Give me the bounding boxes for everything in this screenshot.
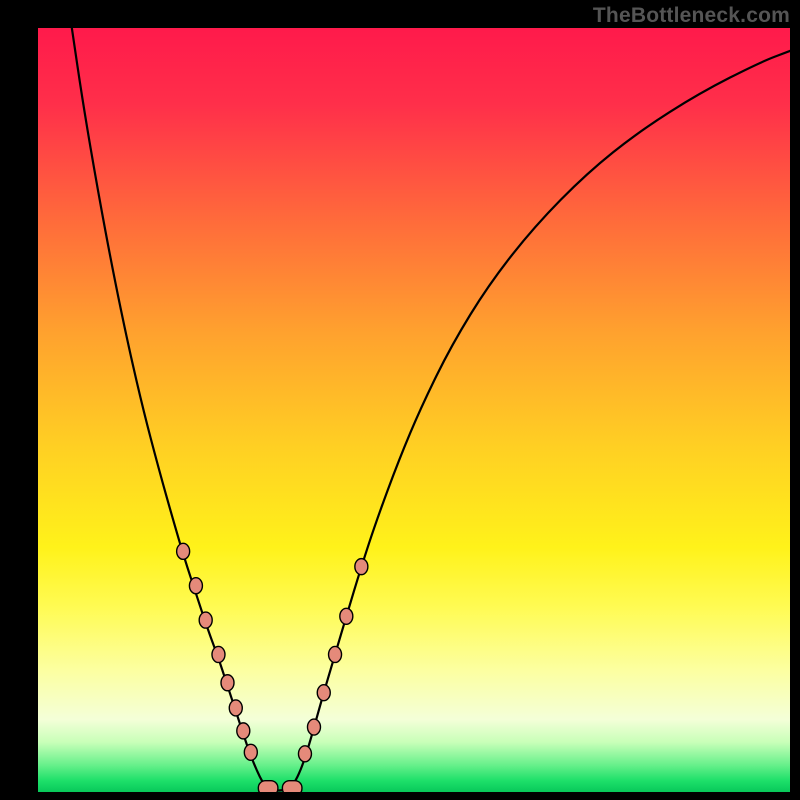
marker-right-3 (329, 646, 342, 662)
marker-right-0 (298, 746, 311, 762)
marker-right-5 (355, 559, 368, 575)
chart-background-gradient (38, 28, 790, 792)
marker-left-4 (221, 675, 234, 691)
marker-left-6 (237, 723, 250, 739)
marker-left-5 (229, 700, 242, 716)
marker-right-1 (307, 719, 320, 735)
chart-svg (38, 28, 790, 792)
chart-plot-area (38, 28, 790, 792)
marker-bottom-pill-1 (282, 781, 302, 792)
marker-left-1 (189, 578, 202, 594)
marker-right-2 (317, 685, 330, 701)
marker-left-7 (244, 744, 257, 760)
marker-left-2 (199, 612, 212, 628)
marker-left-0 (177, 543, 190, 559)
marker-bottom-pill-0 (258, 781, 278, 792)
marker-right-4 (340, 608, 353, 624)
marker-left-3 (212, 646, 225, 662)
watermark-text: TheBottleneck.com (593, 4, 790, 28)
